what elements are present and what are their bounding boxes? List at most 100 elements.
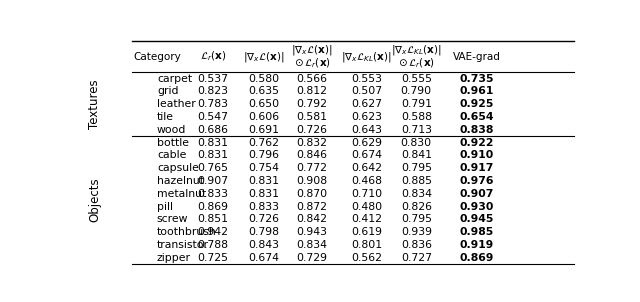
Text: 0.925: 0.925 [460, 99, 494, 109]
Text: 0.831: 0.831 [248, 189, 279, 199]
Text: 0.686: 0.686 [197, 125, 228, 135]
Text: 0.553: 0.553 [351, 74, 382, 84]
Text: VAE-grad: VAE-grad [453, 52, 500, 62]
Text: $\odot\,\mathcal{L}_r(\mathbf{x})$: $\odot\,\mathcal{L}_r(\mathbf{x})$ [398, 57, 435, 70]
Text: bottle: bottle [157, 138, 189, 148]
Text: 0.945: 0.945 [460, 214, 494, 224]
Text: 0.798: 0.798 [248, 227, 279, 237]
Text: 0.735: 0.735 [460, 74, 494, 84]
Text: hazelnut: hazelnut [157, 176, 204, 186]
Text: 0.985: 0.985 [460, 227, 494, 237]
Text: 0.908: 0.908 [296, 176, 328, 186]
Text: wood: wood [157, 125, 186, 135]
Text: 0.588: 0.588 [401, 112, 432, 122]
Text: 0.851: 0.851 [197, 214, 228, 224]
Text: 0.412: 0.412 [351, 214, 382, 224]
Text: 0.725: 0.725 [197, 253, 228, 263]
Text: 0.691: 0.691 [248, 125, 279, 135]
Text: 0.772: 0.772 [296, 163, 328, 173]
Text: $|\nabla_x\mathcal{L}_{KL}(\mathbf{x})|$: $|\nabla_x\mathcal{L}_{KL}(\mathbf{x})|$ [391, 43, 442, 57]
Text: 0.843: 0.843 [248, 240, 279, 250]
Text: 0.832: 0.832 [296, 138, 328, 148]
Text: 0.842: 0.842 [296, 214, 328, 224]
Text: 0.869: 0.869 [460, 253, 494, 263]
Text: 0.623: 0.623 [351, 112, 382, 122]
Text: 0.619: 0.619 [351, 227, 382, 237]
Text: 0.754: 0.754 [248, 163, 279, 173]
Text: 0.907: 0.907 [197, 176, 228, 186]
Text: 0.642: 0.642 [351, 163, 382, 173]
Text: 0.885: 0.885 [401, 176, 432, 186]
Text: 0.801: 0.801 [351, 240, 382, 250]
Text: 0.846: 0.846 [296, 150, 328, 160]
Text: 0.834: 0.834 [296, 240, 328, 250]
Text: 0.961: 0.961 [460, 86, 494, 96]
Text: 0.606: 0.606 [248, 112, 279, 122]
Text: 0.831: 0.831 [197, 150, 228, 160]
Text: cable: cable [157, 150, 186, 160]
Text: 0.547: 0.547 [197, 112, 228, 122]
Text: 0.629: 0.629 [351, 138, 382, 148]
Text: 0.812: 0.812 [296, 86, 328, 96]
Text: 0.795: 0.795 [401, 163, 432, 173]
Text: 0.834: 0.834 [401, 189, 432, 199]
Text: 0.833: 0.833 [197, 189, 228, 199]
Text: 0.823: 0.823 [197, 86, 228, 96]
Text: $|\nabla_x\mathcal{L}_{KL}(\mathbf{x})|$: $|\nabla_x\mathcal{L}_{KL}(\mathbf{x})|$ [341, 50, 392, 64]
Text: 0.910: 0.910 [460, 150, 494, 160]
Text: 0.836: 0.836 [401, 240, 432, 250]
Text: carpet: carpet [157, 74, 192, 84]
Text: 0.783: 0.783 [197, 99, 228, 109]
Text: 0.917: 0.917 [460, 163, 494, 173]
Text: 0.907: 0.907 [460, 189, 494, 199]
Text: 0.831: 0.831 [197, 138, 228, 148]
Text: 0.790: 0.790 [401, 86, 432, 96]
Text: 0.762: 0.762 [248, 138, 279, 148]
Text: 0.674: 0.674 [248, 253, 279, 263]
Text: 0.654: 0.654 [460, 112, 494, 122]
Text: 0.643: 0.643 [351, 125, 382, 135]
Text: 0.726: 0.726 [248, 214, 279, 224]
Text: 0.922: 0.922 [460, 138, 494, 148]
Text: metalnut: metalnut [157, 189, 206, 199]
Text: 0.792: 0.792 [296, 99, 328, 109]
Text: 0.635: 0.635 [248, 86, 279, 96]
Text: 0.872: 0.872 [296, 201, 328, 212]
Text: $|\nabla_x\mathcal{L}(\mathbf{x})|$: $|\nabla_x\mathcal{L}(\mathbf{x})|$ [291, 43, 333, 57]
Text: $\mathcal{L}_r(\mathbf{x})$: $\mathcal{L}_r(\mathbf{x})$ [200, 50, 226, 63]
Text: 0.480: 0.480 [351, 201, 382, 212]
Text: leather: leather [157, 99, 196, 109]
Text: 0.650: 0.650 [248, 99, 279, 109]
Text: 0.581: 0.581 [296, 112, 328, 122]
Text: capsule: capsule [157, 163, 199, 173]
Text: 0.710: 0.710 [351, 189, 382, 199]
Text: screw: screw [157, 214, 188, 224]
Text: 0.674: 0.674 [351, 150, 382, 160]
Text: 0.555: 0.555 [401, 74, 432, 84]
Text: grid: grid [157, 86, 179, 96]
Text: 0.713: 0.713 [401, 125, 432, 135]
Text: 0.869: 0.869 [197, 201, 228, 212]
Text: 0.942: 0.942 [197, 227, 228, 237]
Text: Textures: Textures [88, 79, 101, 129]
Text: 0.729: 0.729 [296, 253, 328, 263]
Text: 0.727: 0.727 [401, 253, 432, 263]
Text: 0.765: 0.765 [197, 163, 228, 173]
Text: 0.826: 0.826 [401, 201, 432, 212]
Text: $|\nabla_x\mathcal{L}(\mathbf{x})|$: $|\nabla_x\mathcal{L}(\mathbf{x})|$ [243, 50, 284, 64]
Text: 0.562: 0.562 [351, 253, 382, 263]
Text: pill: pill [157, 201, 173, 212]
Text: zipper: zipper [157, 253, 191, 263]
Text: 0.841: 0.841 [401, 150, 432, 160]
Text: 0.919: 0.919 [460, 240, 494, 250]
Text: 0.537: 0.537 [197, 74, 228, 84]
Text: 0.468: 0.468 [351, 176, 382, 186]
Text: tile: tile [157, 112, 174, 122]
Text: 0.830: 0.830 [401, 138, 432, 148]
Text: 0.507: 0.507 [351, 86, 382, 96]
Text: 0.791: 0.791 [401, 99, 432, 109]
Text: 0.726: 0.726 [296, 125, 328, 135]
Text: Objects: Objects [88, 178, 101, 223]
Text: 0.795: 0.795 [401, 214, 432, 224]
Text: 0.939: 0.939 [401, 227, 432, 237]
